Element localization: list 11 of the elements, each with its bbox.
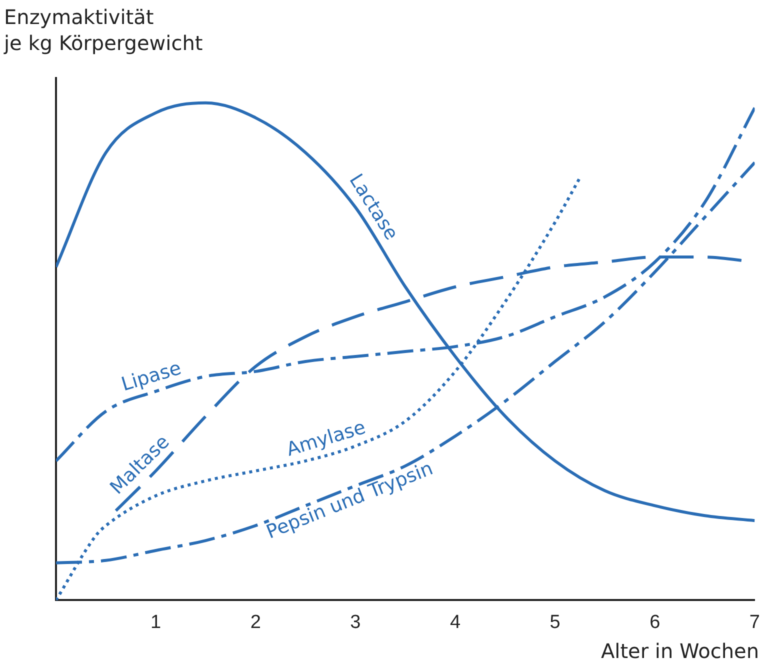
text: Pepsin und Trypsin — [263, 457, 436, 544]
x-tick-label: 5 — [550, 612, 560, 633]
x-tick-label: 4 — [450, 612, 461, 633]
x-tick-label: 2 — [250, 612, 261, 633]
y-axis-title: Enzymaktivität je kg Körpergewicht — [4, 4, 203, 56]
x-tick-label: 7 — [749, 612, 760, 633]
text: Lipase — [118, 357, 184, 396]
x-tick-label: 1 — [150, 612, 162, 633]
x-tick-label: 3 — [350, 612, 361, 633]
x-axis-title: Alter in Wochen — [600, 639, 759, 663]
x-tick-label: 6 — [650, 612, 660, 633]
